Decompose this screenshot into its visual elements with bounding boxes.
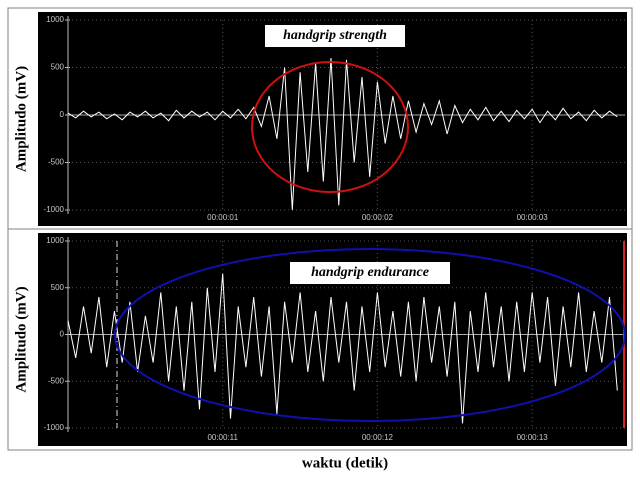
x-tick-label: 00:00:13 <box>517 433 549 442</box>
annotation: handgrip strength <box>283 28 387 43</box>
y-tick-label: -1000 <box>44 205 65 214</box>
y-tick-label: -1000 <box>44 423 65 432</box>
x-tick-label: 00:00:03 <box>517 213 549 222</box>
x-tick-label: 00:00:01 <box>207 213 239 222</box>
annotation-box <box>290 262 450 284</box>
y-tick-label: 500 <box>51 63 65 72</box>
plot-area <box>38 12 627 226</box>
y-tick-label: 0 <box>60 330 65 339</box>
y-tick-label: 500 <box>51 283 65 292</box>
x-tick-label: 00:00:02 <box>362 213 394 222</box>
signal <box>67 57 618 211</box>
annotation-box <box>265 25 405 47</box>
y-tick-label: 0 <box>60 110 65 119</box>
x-tick-label: 00:00:11 <box>207 433 238 442</box>
highlight-ellipse <box>114 248 626 422</box>
x-tick-label: 00:00:12 <box>362 433 394 442</box>
y-axis-label: Amplitudo (mV) <box>13 286 29 392</box>
annotation: handgrip endurance <box>311 265 429 280</box>
y-axis-label: Amplitudo (mV) <box>13 66 29 172</box>
y-tick-label: 1000 <box>46 15 64 24</box>
y-tick-label: -500 <box>48 158 65 167</box>
highlight-ellipse <box>251 61 409 193</box>
y-tick-label: -500 <box>48 376 65 385</box>
signal <box>67 273 618 424</box>
x-axis-label: waktu (detik) <box>302 455 388 471</box>
y-tick-label: 1000 <box>46 236 64 245</box>
